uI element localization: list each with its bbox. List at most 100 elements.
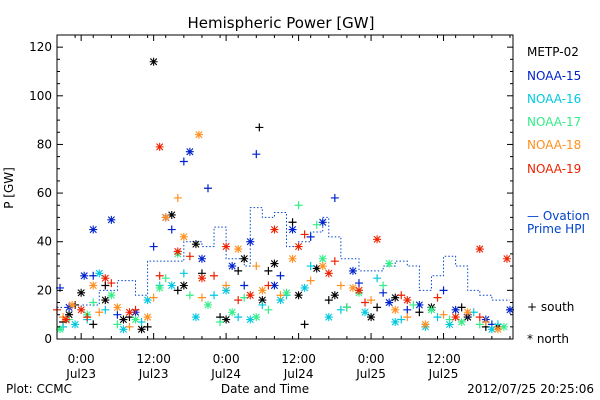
point-north-metp-02 <box>270 259 279 268</box>
point-north-noaa-19 <box>354 286 363 295</box>
point-north-noaa-19 <box>155 142 164 151</box>
point-north-metp-02 <box>294 291 303 300</box>
point-north-noaa-16 <box>445 320 454 329</box>
point-south-noaa-18 <box>149 293 158 302</box>
point-south-noaa-17 <box>185 291 194 300</box>
point-south-noaa-17 <box>161 274 170 283</box>
point-south-noaa-15 <box>330 193 339 202</box>
point-north-noaa-15 <box>89 225 98 234</box>
legend-metp-02: METP-02 <box>527 45 579 59</box>
x-tick-label-date: Jul23 <box>138 367 169 381</box>
point-north-metp-02 <box>191 240 200 249</box>
x-tick-label-time: 12:00 <box>281 352 316 366</box>
x-tick-label-date: Jul24 <box>210 367 241 381</box>
y-axis-label: P [GW] <box>2 167 16 209</box>
point-south-noaa-17 <box>475 320 484 329</box>
point-south-noaa-15 <box>252 150 261 159</box>
point-north-noaa-17 <box>499 322 508 331</box>
point-south-noaa-16 <box>336 305 345 314</box>
point-north-noaa-19 <box>222 242 231 251</box>
x-tick-label-time: 0:00 <box>68 352 95 366</box>
point-north-noaa-18 <box>258 286 267 295</box>
point-north-noaa-19 <box>62 315 71 324</box>
x-tick-label-time: 12:00 <box>426 352 461 366</box>
y-tick-label: 80 <box>37 137 52 151</box>
footer-left: Plot: CCMC <box>6 382 72 396</box>
y-tick-label: 60 <box>37 186 52 200</box>
point-south-noaa-17 <box>409 300 418 309</box>
point-south-noaa-18 <box>403 313 412 322</box>
legend-noaa-18: NOAA-18 <box>527 138 581 152</box>
point-south-noaa-15 <box>89 271 98 280</box>
legend-north: * north <box>527 332 569 346</box>
point-north-noaa-19 <box>403 296 412 305</box>
point-north-noaa-15 <box>80 271 89 280</box>
point-north-noaa-19 <box>270 225 279 234</box>
point-north-noaa-18 <box>493 325 502 334</box>
point-south-noaa-15 <box>354 279 363 288</box>
point-south-noaa-17 <box>294 201 303 210</box>
point-north-metp-02 <box>391 293 400 302</box>
point-north-noaa-19 <box>451 313 460 322</box>
x-tick-label-date: Jul23 <box>65 367 96 381</box>
point-south-noaa-19 <box>131 305 140 314</box>
point-north-noaa-15 <box>185 147 194 156</box>
point-north-noaa-16 <box>246 315 255 324</box>
point-south-noaa-19 <box>234 296 243 305</box>
point-south-metp-02 <box>234 266 243 275</box>
point-north-metp-02 <box>167 210 176 219</box>
plot-frame <box>56 34 514 340</box>
point-south-noaa-16 <box>210 291 219 300</box>
point-north-metp-02 <box>222 315 231 324</box>
point-south-metp-02 <box>101 281 110 290</box>
point-north-noaa-16 <box>119 325 128 334</box>
x-tick-label-date: Jul25 <box>428 367 459 381</box>
point-north-noaa-16 <box>487 325 496 334</box>
axes: 0204060801001200:00Jul2312:00Jul230:00Ju… <box>29 35 513 381</box>
chart-title: Hemispheric Power [GW] <box>188 14 375 32</box>
point-south-noaa-19 <box>330 257 339 266</box>
point-north-noaa-19 <box>475 245 484 254</box>
point-south-metp-02 <box>300 320 309 329</box>
point-north-noaa-18 <box>194 130 203 139</box>
point-north-noaa-17 <box>131 315 140 324</box>
point-south-metp-02 <box>173 286 182 295</box>
legend-noaa-16: NOAA-16 <box>527 92 581 106</box>
point-north-noaa-18 <box>463 308 472 317</box>
point-north-noaa-16 <box>324 313 333 322</box>
point-south-noaa-17 <box>264 305 273 314</box>
point-north-metp-02 <box>240 254 249 263</box>
point-north-noaa-15 <box>270 281 279 290</box>
point-north-noaa-17 <box>155 283 164 292</box>
x-tick-label-date: Jul24 <box>283 367 314 381</box>
point-south-noaa-19 <box>83 313 92 322</box>
point-south-noaa-19 <box>210 271 219 280</box>
point-north-noaa-19 <box>173 247 182 256</box>
point-north-noaa-18 <box>348 283 357 292</box>
point-south-noaa-18 <box>197 293 206 302</box>
x-tick-label-time: 0:00 <box>213 352 240 366</box>
point-north-noaa-18 <box>161 213 170 222</box>
y-tick-label: 40 <box>37 235 52 249</box>
point-south-noaa-17 <box>89 298 98 307</box>
point-north-metp-02 <box>119 315 128 324</box>
ovation-hpi-line <box>57 207 510 308</box>
legend: METP-02 NOAA-15 NOAA-16 NOAA-17 NOAA-18 … <box>527 45 590 346</box>
point-south-noaa-15 <box>439 286 448 295</box>
point-north-noaa-19 <box>324 269 333 278</box>
point-north-noaa-18 <box>391 305 400 314</box>
point-north-metp-02 <box>137 325 146 334</box>
point-north-noaa-18 <box>234 245 243 254</box>
point-south-noaa-19 <box>475 313 484 322</box>
point-south-metp-02 <box>457 303 466 312</box>
point-north-noaa-19 <box>197 274 206 283</box>
point-south-noaa-15 <box>403 305 412 314</box>
point-south-noaa-17 <box>216 317 225 326</box>
point-south-noaa-16 <box>306 262 315 271</box>
point-north-metp-02 <box>179 281 188 290</box>
point-north-noaa-16 <box>191 313 200 322</box>
point-north-noaa-15 <box>246 237 255 246</box>
point-north-noaa-15 <box>385 298 394 307</box>
x-tick-label-date: Jul25 <box>355 367 386 381</box>
